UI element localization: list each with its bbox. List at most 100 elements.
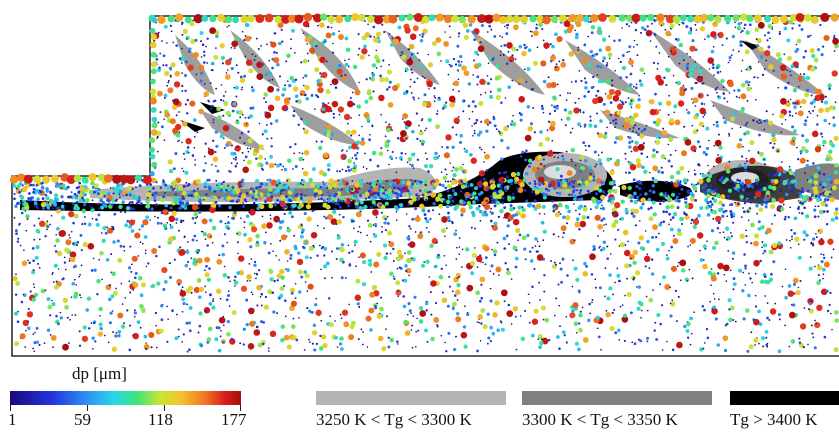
particle [694, 61, 697, 63]
particle [79, 186, 85, 192]
particle [462, 325, 467, 329]
particle [356, 151, 359, 154]
particle [596, 132, 599, 135]
particle [758, 46, 764, 52]
particle [696, 129, 699, 132]
particle [606, 257, 609, 260]
particle [247, 138, 253, 144]
particle [632, 260, 637, 266]
particle [748, 344, 754, 350]
particle [743, 23, 747, 27]
particle [323, 264, 328, 269]
particle [602, 190, 606, 194]
particle [682, 22, 685, 25]
particle [510, 278, 513, 280]
particle [229, 338, 236, 345]
particle [302, 183, 304, 186]
particle [224, 74, 231, 80]
particle [618, 38, 622, 42]
particle [618, 245, 621, 247]
particle [270, 179, 277, 186]
particle [783, 217, 787, 221]
particle [359, 200, 364, 205]
particle [371, 284, 378, 291]
particle [482, 172, 485, 175]
particle [464, 149, 469, 154]
particle [736, 178, 740, 182]
particle [628, 25, 631, 27]
particle [634, 28, 638, 32]
particle [206, 37, 209, 40]
particle [410, 312, 412, 315]
particle [597, 224, 603, 230]
particle [487, 123, 489, 126]
particle [269, 214, 272, 216]
particle [286, 260, 289, 262]
particle [480, 120, 483, 123]
particle [667, 55, 670, 58]
particle [25, 214, 30, 219]
particle [554, 66, 557, 69]
particle [51, 302, 56, 307]
particle [715, 66, 719, 70]
particle [155, 58, 159, 61]
particle [367, 196, 371, 199]
particle [769, 141, 772, 145]
particle [180, 21, 184, 25]
particle [338, 30, 340, 33]
particle [405, 269, 408, 273]
particle [275, 51, 279, 54]
particle [190, 291, 193, 294]
particle [753, 337, 759, 343]
particle [279, 293, 284, 298]
particle [580, 184, 586, 190]
particle [647, 207, 651, 211]
particle [345, 47, 351, 53]
particle [339, 257, 344, 263]
particle [105, 258, 110, 262]
particle [575, 277, 580, 282]
particle [666, 254, 668, 256]
particle [323, 254, 326, 257]
particle [630, 21, 633, 24]
particle [705, 328, 709, 331]
particle [239, 77, 246, 84]
particle [387, 102, 394, 108]
particle [750, 183, 754, 187]
particle [264, 231, 267, 234]
particle [424, 198, 428, 202]
particle [184, 103, 188, 106]
particle [518, 77, 524, 84]
particle [286, 80, 289, 83]
particle [454, 63, 458, 66]
particle [723, 274, 726, 276]
particle [97, 213, 101, 217]
particle [626, 291, 632, 297]
particle [745, 130, 750, 135]
particle [393, 275, 395, 278]
particle [737, 50, 740, 53]
particle [788, 170, 794, 176]
particle [227, 290, 230, 293]
particle [544, 193, 548, 197]
particle [240, 88, 243, 91]
particle [215, 34, 219, 39]
particle [336, 170, 339, 173]
particle [765, 182, 768, 184]
particle [759, 173, 761, 176]
particle [772, 69, 775, 72]
particle [686, 336, 690, 339]
particle [163, 280, 168, 284]
particle [195, 195, 201, 200]
particle [108, 284, 112, 287]
particle [411, 71, 414, 74]
particle [178, 111, 180, 113]
particle [386, 139, 391, 144]
particle [613, 183, 617, 187]
particle [58, 184, 62, 189]
particle [766, 194, 770, 198]
particle [364, 191, 370, 197]
particle [389, 337, 394, 343]
particle [294, 297, 297, 299]
particle [239, 342, 242, 345]
